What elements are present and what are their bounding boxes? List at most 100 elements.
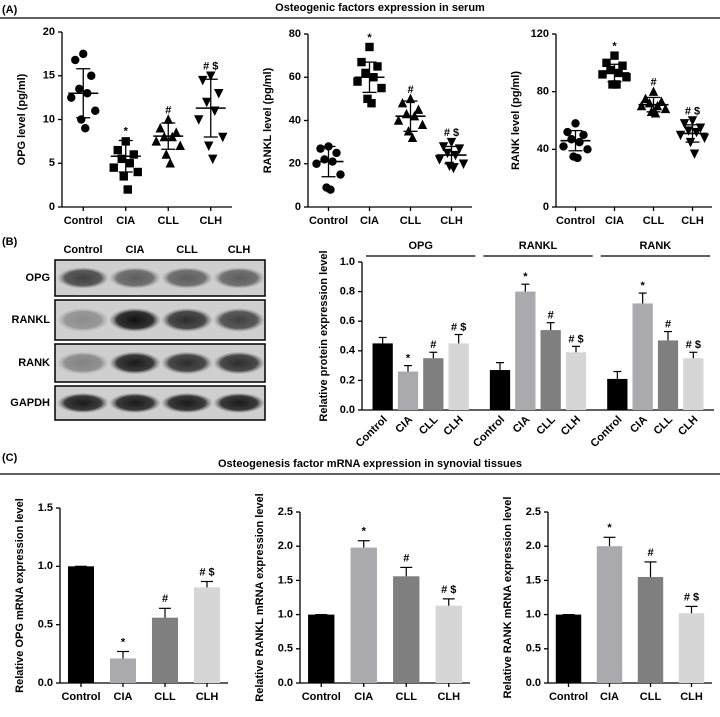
x-tick-label: CLH <box>196 691 219 703</box>
data-point <box>571 119 580 128</box>
data-point <box>151 136 161 146</box>
y-tick-label: 0.4 <box>340 345 356 357</box>
panel-title: Osteogenesis factor mRNA expression in s… <box>218 458 522 470</box>
blot-band <box>109 351 161 375</box>
x-tick-label: CLH <box>680 691 703 703</box>
bar <box>632 303 653 410</box>
data-point <box>393 115 404 125</box>
x-tick-label: CIA <box>600 691 619 703</box>
significance-mark: # <box>403 552 409 564</box>
x-tick-label: CIA <box>114 691 133 703</box>
y-tick-label: 0 <box>49 201 55 213</box>
y-tick-label: 40 <box>537 143 549 155</box>
data-point <box>198 75 208 86</box>
bar <box>423 358 444 410</box>
significance-mark: # $ <box>441 584 456 596</box>
x-tick-label: CLL <box>640 691 662 703</box>
x-tick-label: CLL <box>400 215 422 227</box>
blot-band <box>161 267 213 289</box>
blot-row-label: GAPDH <box>10 397 50 409</box>
bar <box>308 614 335 683</box>
data-point <box>610 51 619 60</box>
significance-mark: # $ <box>685 105 700 117</box>
data-point <box>679 119 690 129</box>
bar <box>515 291 536 410</box>
blot-band <box>57 392 109 414</box>
data-point <box>175 140 185 150</box>
data-point <box>636 100 647 111</box>
data-point <box>125 159 134 168</box>
data-point <box>650 108 661 118</box>
bar <box>489 370 511 410</box>
blot-row-label: RANKL <box>12 314 51 326</box>
significance-mark: # <box>647 547 653 559</box>
x-tick-label: CLH <box>676 414 701 439</box>
data-point <box>446 137 457 148</box>
y-tick-label: 80 <box>537 86 549 98</box>
significance-mark: # $ <box>203 61 218 73</box>
y-tick-label: 1.0 <box>340 256 355 268</box>
data-point <box>397 98 408 108</box>
x-tick-label: CIA <box>628 414 650 436</box>
group-label: RANKL <box>519 240 558 252</box>
significance-mark: # <box>430 339 436 351</box>
y-tick-label: 0.5 <box>278 643 293 655</box>
significance-mark: # <box>162 593 168 605</box>
bar <box>397 371 419 410</box>
blot-band <box>109 392 161 414</box>
y-tick-label: 2.5 <box>526 506 541 518</box>
x-tick-label: Control <box>556 215 595 227</box>
y-tick-label: 1.0 <box>526 609 541 621</box>
panel-label: (A) <box>2 4 18 16</box>
y-tick-label: 0.0 <box>340 404 355 416</box>
data-point <box>652 100 663 111</box>
y-tick-label: 2.0 <box>278 540 293 552</box>
bar <box>540 330 561 410</box>
bar <box>607 378 628 410</box>
data-point <box>171 127 181 137</box>
x-tick-label: Control <box>64 215 103 227</box>
x-tick-label: Control <box>302 691 341 703</box>
blot-band <box>213 351 265 375</box>
x-tick-label: CLL <box>643 215 665 227</box>
y-axis-label: Relative protein expression level <box>318 250 330 421</box>
blot-column-label: CLL <box>176 244 198 256</box>
significance-mark: * <box>612 41 617 53</box>
y-tick-label: 1.5 <box>526 574 541 586</box>
y-tick-label: 60 <box>289 71 301 83</box>
data-point <box>117 154 126 164</box>
x-tick-label: Control <box>354 414 390 450</box>
significance-mark: # $ <box>199 566 214 578</box>
y-tick-label: 20 <box>43 26 55 38</box>
significance-mark: * <box>406 353 411 365</box>
y-tick-label: 0 <box>295 201 301 213</box>
bar <box>678 613 705 683</box>
data-point <box>618 61 627 70</box>
bar <box>393 576 420 683</box>
blot-column-label: CIA <box>126 244 145 256</box>
data-point <box>75 84 84 94</box>
data-point <box>91 106 100 115</box>
data-point <box>123 185 132 194</box>
x-tick-label: Control <box>61 691 100 703</box>
y-tick-label: 1.5 <box>278 574 293 586</box>
data-point <box>206 71 216 81</box>
y-tick-label: 5 <box>49 157 55 169</box>
x-tick-label: CIA <box>511 414 533 436</box>
data-point <box>699 133 710 143</box>
panel-label: (B) <box>2 236 18 248</box>
blot-band <box>109 308 161 332</box>
x-tick-label: Control <box>471 414 507 450</box>
significance-mark: # <box>548 310 554 322</box>
significance-mark: * <box>523 271 528 283</box>
y-axis-label: Relative OPG mRNA expression level <box>14 498 26 693</box>
y-axis-label: RANK level (pg/ml) <box>510 71 522 170</box>
panel-title: Osteogenic factors expression in serum <box>275 2 485 14</box>
data-point <box>155 123 165 133</box>
data-point <box>133 167 142 177</box>
x-tick-label: Control <box>588 414 624 450</box>
blot-band <box>213 308 265 332</box>
bar <box>565 352 587 410</box>
x-tick-label: CLL <box>396 691 418 703</box>
y-tick-label: 0.2 <box>340 374 355 386</box>
